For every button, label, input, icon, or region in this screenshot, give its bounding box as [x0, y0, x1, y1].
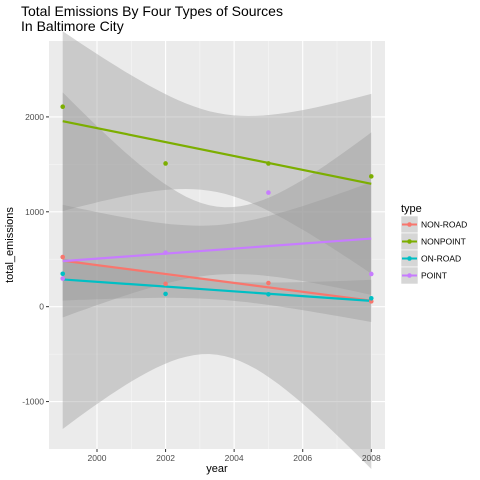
- legend-item-non-road: NON-ROAD: [400, 215, 467, 234]
- legend-key-point: [407, 273, 412, 278]
- data-point-nonpoint: [368, 174, 374, 179]
- x-tick-label: 2008: [362, 453, 381, 463]
- legend-label: POINT: [421, 271, 447, 281]
- data-point-on-road: [163, 291, 168, 297]
- grid-lines: [49, 41, 385, 449]
- y-tick-label: 2000: [25, 112, 44, 122]
- legend-key-point: [407, 222, 412, 227]
- data-point-nonpoint: [60, 104, 66, 109]
- data-point-on-road: [368, 295, 374, 301]
- legend-item-nonpoint: NONPOINT: [400, 232, 466, 251]
- y-axis-title: total_emissions: [4, 207, 16, 283]
- y-tick-label: -1000: [22, 397, 44, 407]
- legend-label: ON-ROAD: [421, 254, 461, 264]
- data-point-point: [368, 271, 374, 277]
- y-tick-label: 1000: [25, 207, 44, 217]
- chart-title-line-1: Total Emissions By Four Types of Sources: [21, 3, 283, 19]
- trend-line-non-road: [62, 259, 372, 302]
- data-point-point: [163, 250, 168, 255]
- data-point-on-road: [60, 271, 66, 277]
- data-point-non-road: [266, 280, 271, 286]
- trend-lines: [62, 120, 372, 302]
- data-point-on-road: [266, 291, 271, 297]
- legend-item-point: POINT: [400, 266, 447, 285]
- legend-label: NONPOINT: [421, 237, 466, 247]
- legend-item-on-road: ON-ROAD: [400, 249, 461, 268]
- plot-panel: [49, 41, 385, 449]
- trend-line-point: [62, 237, 372, 263]
- x-tick-label: 2000: [88, 453, 107, 463]
- data-point-point: [266, 190, 271, 195]
- x-axis-title: year: [206, 463, 228, 475]
- trend-line-nonpoint: [62, 120, 372, 185]
- legend: type NON-ROAD NONPOINT ON-ROAD POINT: [400, 203, 467, 285]
- legend-key-point: [407, 256, 412, 261]
- legend-title: type: [401, 203, 422, 215]
- trend-line-on-road: [62, 278, 372, 302]
- x-tick-label: 2002: [156, 453, 175, 463]
- data-point-nonpoint: [266, 161, 271, 166]
- axes: 2000 2002 2004 2006 2008 -1000 0 1000 2000: [22, 112, 381, 463]
- x-tick-label: 2006: [293, 453, 312, 463]
- legend-key-point: [407, 239, 412, 244]
- legend-items: NON-ROAD NONPOINT ON-ROAD POINT: [400, 215, 467, 285]
- data-points: [60, 104, 374, 304]
- y-tick-label: 0: [39, 302, 44, 312]
- chart-title-line-2: In Baltimore City: [21, 18, 124, 34]
- x-tick-label: 2004: [225, 453, 244, 463]
- data-point-non-road: [60, 254, 66, 260]
- data-point-non-road: [163, 281, 168, 287]
- legend-label: NON-ROAD: [421, 220, 467, 230]
- data-point-point: [60, 276, 66, 281]
- data-point-nonpoint: [163, 161, 168, 166]
